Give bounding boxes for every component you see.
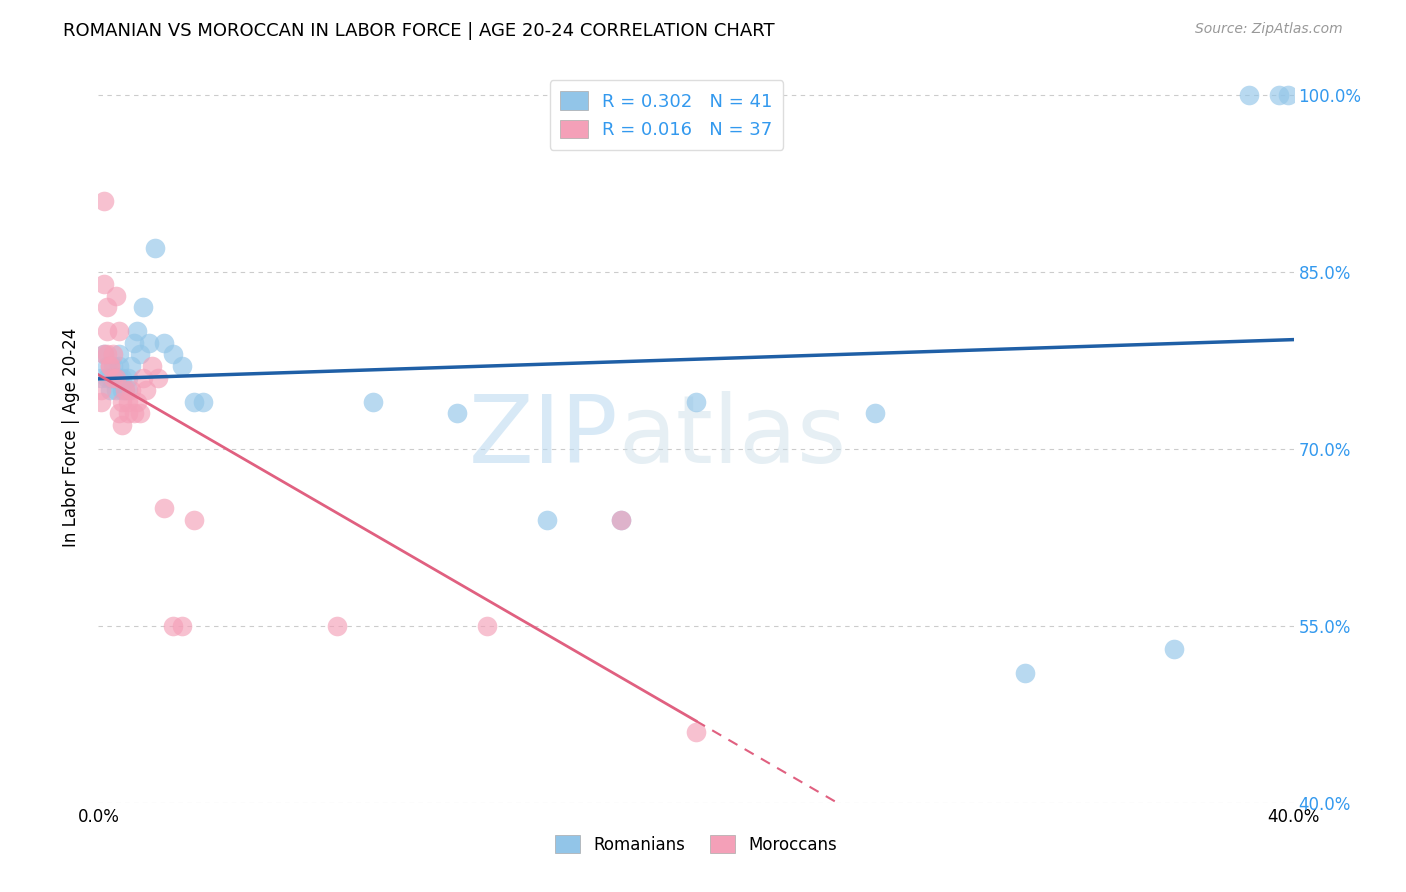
Point: [96, 301, 118, 315]
Point: [132, 301, 155, 315]
Point: [105, 371, 128, 385]
Point: [1163, 642, 1185, 657]
Point: [93, 194, 115, 208]
Point: [135, 383, 157, 397]
Text: atlas: atlas: [619, 391, 846, 483]
Text: ROMANIAN VS MOROCCAN IN LABOR FORCE | AGE 20-24 CORRELATION CHART: ROMANIAN VS MOROCCAN IN LABOR FORCE | AG…: [63, 22, 775, 40]
Point: [96, 359, 118, 374]
Point: [183, 513, 205, 527]
Y-axis label: In Labor Force | Age 20-24: In Labor Force | Age 20-24: [62, 327, 80, 547]
Point: [172, 359, 194, 374]
Point: [98, 383, 122, 397]
Point: [105, 371, 128, 385]
Point: [90, 371, 112, 385]
Point: [120, 383, 142, 397]
Point: [90, 383, 112, 397]
Point: [93, 347, 115, 361]
Point: [108, 407, 131, 421]
Point: [108, 371, 131, 385]
Point: [103, 371, 125, 385]
Point: [114, 383, 136, 397]
Point: [153, 335, 176, 350]
Point: [111, 371, 134, 385]
Point: [127, 394, 149, 409]
Point: [475, 619, 498, 633]
Point: [610, 513, 633, 527]
Legend: Romanians, Moroccans: Romanians, Moroccans: [548, 829, 844, 860]
Point: [610, 513, 633, 527]
Point: [685, 725, 707, 739]
Point: [129, 407, 152, 421]
Point: [162, 619, 184, 633]
Point: [124, 407, 146, 421]
Point: [111, 418, 134, 433]
Point: [129, 347, 152, 361]
Point: [98, 359, 122, 374]
Point: [96, 324, 118, 338]
Point: [117, 407, 139, 421]
Point: [685, 394, 707, 409]
Point: [124, 335, 146, 350]
Point: [183, 394, 205, 409]
Point: [93, 347, 115, 361]
Point: [1267, 87, 1289, 102]
Point: [96, 347, 118, 361]
Point: [117, 371, 139, 385]
Point: [162, 347, 184, 361]
Point: [865, 407, 887, 421]
Point: [536, 513, 558, 527]
Point: [93, 277, 115, 291]
Point: [103, 347, 125, 361]
Point: [108, 324, 131, 338]
Text: ZIP: ZIP: [468, 391, 619, 483]
Point: [90, 394, 112, 409]
Point: [120, 359, 142, 374]
Point: [1277, 87, 1299, 102]
Point: [143, 241, 166, 255]
Point: [1014, 666, 1036, 681]
Point: [127, 324, 149, 338]
Point: [363, 394, 385, 409]
Point: [108, 359, 131, 374]
Point: [117, 383, 139, 397]
Point: [326, 619, 349, 633]
Text: Source: ZipAtlas.com: Source: ZipAtlas.com: [1195, 22, 1343, 37]
Point: [108, 347, 131, 361]
Point: [132, 371, 155, 385]
Point: [138, 335, 160, 350]
Point: [153, 500, 176, 515]
Point: [103, 359, 125, 374]
Point: [141, 359, 163, 374]
Point: [105, 288, 128, 302]
Point: [105, 383, 128, 397]
Point: [96, 371, 118, 385]
Point: [111, 383, 134, 397]
Point: [98, 371, 122, 385]
Point: [191, 394, 214, 409]
Point: [1237, 87, 1260, 102]
Point: [446, 407, 468, 421]
Point: [103, 371, 125, 385]
Point: [114, 383, 136, 397]
Point: [148, 371, 170, 385]
Point: [172, 619, 194, 633]
Point: [117, 394, 139, 409]
Point: [98, 359, 122, 374]
Point: [111, 394, 134, 409]
